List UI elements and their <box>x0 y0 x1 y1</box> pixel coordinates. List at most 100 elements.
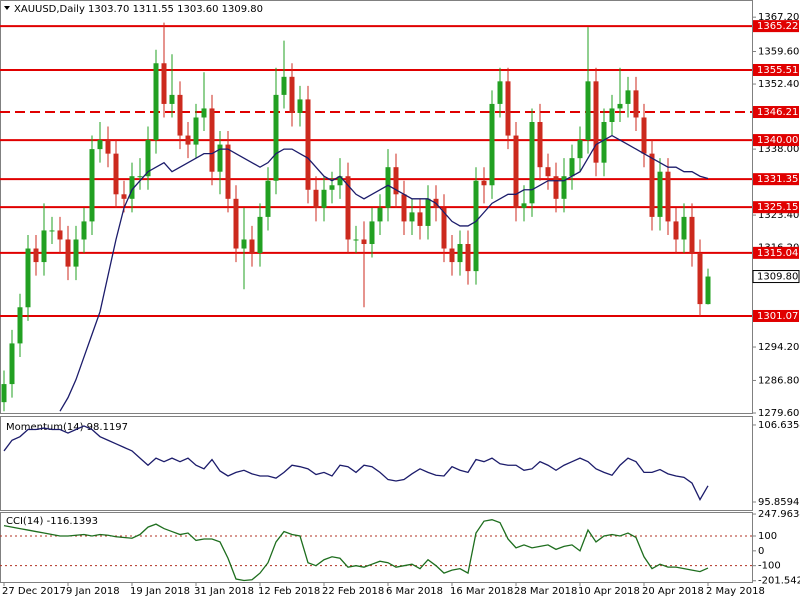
candle-body <box>137 176 143 178</box>
y-tick-label: -100 <box>758 561 781 572</box>
candle-body <box>393 167 399 195</box>
candle-body <box>305 99 311 190</box>
candle-body <box>337 176 343 186</box>
candle-body <box>377 207 383 222</box>
candle-body <box>625 90 631 104</box>
candle-body <box>249 239 255 254</box>
candle-body <box>369 221 375 245</box>
candle-body <box>697 253 703 305</box>
level-label: 1365.22 <box>757 21 798 32</box>
candle-body <box>481 180 487 186</box>
candle-body <box>49 230 55 232</box>
indicator-line <box>3 425 709 501</box>
y-tick-label: 1338.00 <box>758 144 799 155</box>
x-tick-label: 19 Jan 2018 <box>130 586 190 597</box>
candle-body <box>441 207 447 249</box>
candle-body <box>465 244 471 272</box>
level-tag <box>753 246 799 259</box>
candle-body <box>297 99 303 113</box>
candle-body <box>705 276 711 305</box>
x-tick-label: 9 Jan 2018 <box>66 586 120 597</box>
indicator-line <box>3 519 709 582</box>
candle-body <box>673 221 679 240</box>
candle-body <box>537 122 543 168</box>
y-tick-label: 1352.40 <box>758 79 799 90</box>
y-tick-label: 1294.20 <box>758 342 799 353</box>
last-price-label: 1309.80 <box>757 272 798 283</box>
candle-body <box>281 76 287 95</box>
menu-arrow[interactable] <box>4 6 10 10</box>
candle-body <box>425 198 431 226</box>
candle-body <box>457 244 463 263</box>
level-tag <box>753 63 799 76</box>
candle-body <box>73 239 79 267</box>
chart-title: XAUUSD,Daily 1303.70 1311.55 1303.60 130… <box>14 4 263 15</box>
candle-body <box>545 167 551 177</box>
candle-body <box>153 63 159 141</box>
candle-body <box>233 198 239 249</box>
y-tick-label: 0 <box>758 546 764 557</box>
x-tick-label: 6 Mar 2018 <box>386 586 443 597</box>
x-tick-label: 27 Dec 2017 <box>2 586 66 597</box>
last-price-tag <box>752 270 800 284</box>
y-tick-label: 1367.20 <box>758 12 799 23</box>
candle-body <box>121 194 127 199</box>
candle-body <box>449 248 455 263</box>
candle-body <box>505 81 511 136</box>
candle-body <box>681 216 687 240</box>
x-tick-label: 22 Feb 2018 <box>322 586 384 597</box>
candle-body <box>617 103 623 109</box>
candle-body <box>553 176 559 199</box>
level-tag <box>753 134 799 147</box>
candle-body <box>25 248 31 308</box>
candle-body <box>57 230 63 240</box>
candle-body <box>81 221 87 240</box>
candle-body <box>289 76 295 113</box>
x-tick-label: 16 Mar 2018 <box>450 586 513 597</box>
y-tick-label: 100 <box>758 531 777 542</box>
level-label: 1355.51 <box>757 65 798 76</box>
y-tick-label: 1359.60 <box>758 47 799 58</box>
candle-body <box>9 343 15 385</box>
candle-body <box>313 189 319 208</box>
level-tag <box>753 173 799 186</box>
level-label: 1325.15 <box>757 202 798 213</box>
candle-body <box>353 239 359 241</box>
candle-body <box>417 212 423 226</box>
candle-body <box>201 108 207 118</box>
candle-body <box>577 140 583 159</box>
candle-body <box>657 171 663 217</box>
candle-body <box>513 135 519 208</box>
level-label: 1340.00 <box>757 135 798 146</box>
candle-body <box>177 94 183 136</box>
candle-body <box>89 149 95 222</box>
candle-body <box>1 384 7 403</box>
level-tag <box>753 106 799 119</box>
candle-body <box>601 122 607 163</box>
candle-body <box>129 176 135 199</box>
x-tick-label: 12 Feb 2018 <box>258 586 320 597</box>
y-tick-label: -201.5429 <box>758 576 800 587</box>
candle-body <box>561 176 567 199</box>
candle-body <box>609 108 615 123</box>
momentum-title: Momentum(14) 98.1197 <box>6 422 128 433</box>
x-tick-label: 20 Apr 2018 <box>642 586 704 597</box>
candle-body <box>529 122 535 204</box>
y-tick-label: 1286.80 <box>758 375 799 386</box>
candle-body <box>241 239 247 249</box>
candle-body <box>401 194 407 222</box>
candle-body <box>33 248 39 263</box>
candle-body <box>145 140 151 177</box>
candle-body <box>593 81 599 163</box>
y-tick-label: 106.6354 <box>758 420 800 431</box>
candle-body <box>169 94 175 104</box>
y-tick-label: 1279.60 <box>758 408 799 419</box>
candle-body <box>97 140 103 150</box>
candle-body <box>257 216 263 254</box>
moving-average <box>59 134 709 412</box>
level-label: 1331.35 <box>757 174 798 185</box>
candle-body <box>41 230 47 263</box>
x-tick-label: 28 Mar 2018 <box>514 586 577 597</box>
